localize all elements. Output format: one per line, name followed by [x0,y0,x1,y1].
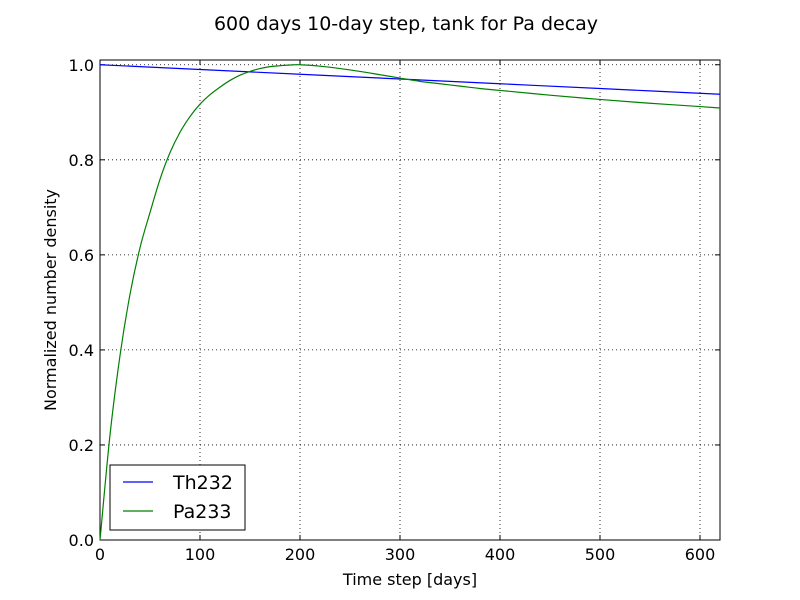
legend-box [109,464,246,531]
y-tick-label: 0.4 [69,341,94,360]
plot-lines [99,64,721,541]
chart-title: 600 days 10-day step, tank for Pa decay [214,13,598,35]
y-tick-label: 1.0 [69,56,94,75]
y-tick-label: 0.2 [69,436,94,455]
x-tick-label: 200 [285,545,316,564]
y-tick-label: 0.0 [69,531,94,550]
y-axis-label: Normalized number density [41,189,60,411]
y-tick-label: 0.8 [69,151,94,170]
x-tick-label: 500 [585,545,616,564]
series-line-pa233 [99,64,721,541]
legend-label-th232: Th232 [172,472,233,494]
x-tick-label: 100 [185,545,216,564]
legend-label-pa233: Pa233 [173,501,232,523]
y-tick-label: 0.6 [69,246,94,265]
x-axis-label: Time step [days] [342,570,477,589]
x-tick-label: 600 [685,545,716,564]
x-tick-label: 400 [485,545,516,564]
x-tick-label: 300 [385,545,416,564]
x-tick-label: 0 [95,545,105,564]
axis-ticks: 0 100 200 300 400 500 600 0.0 0.2 0.4 0.6 0.8 1.0 [69,56,720,564]
legend: Th232 Pa233 [109,464,246,531]
series-line-th232 [99,64,721,95]
plot-frame [99,59,721,541]
